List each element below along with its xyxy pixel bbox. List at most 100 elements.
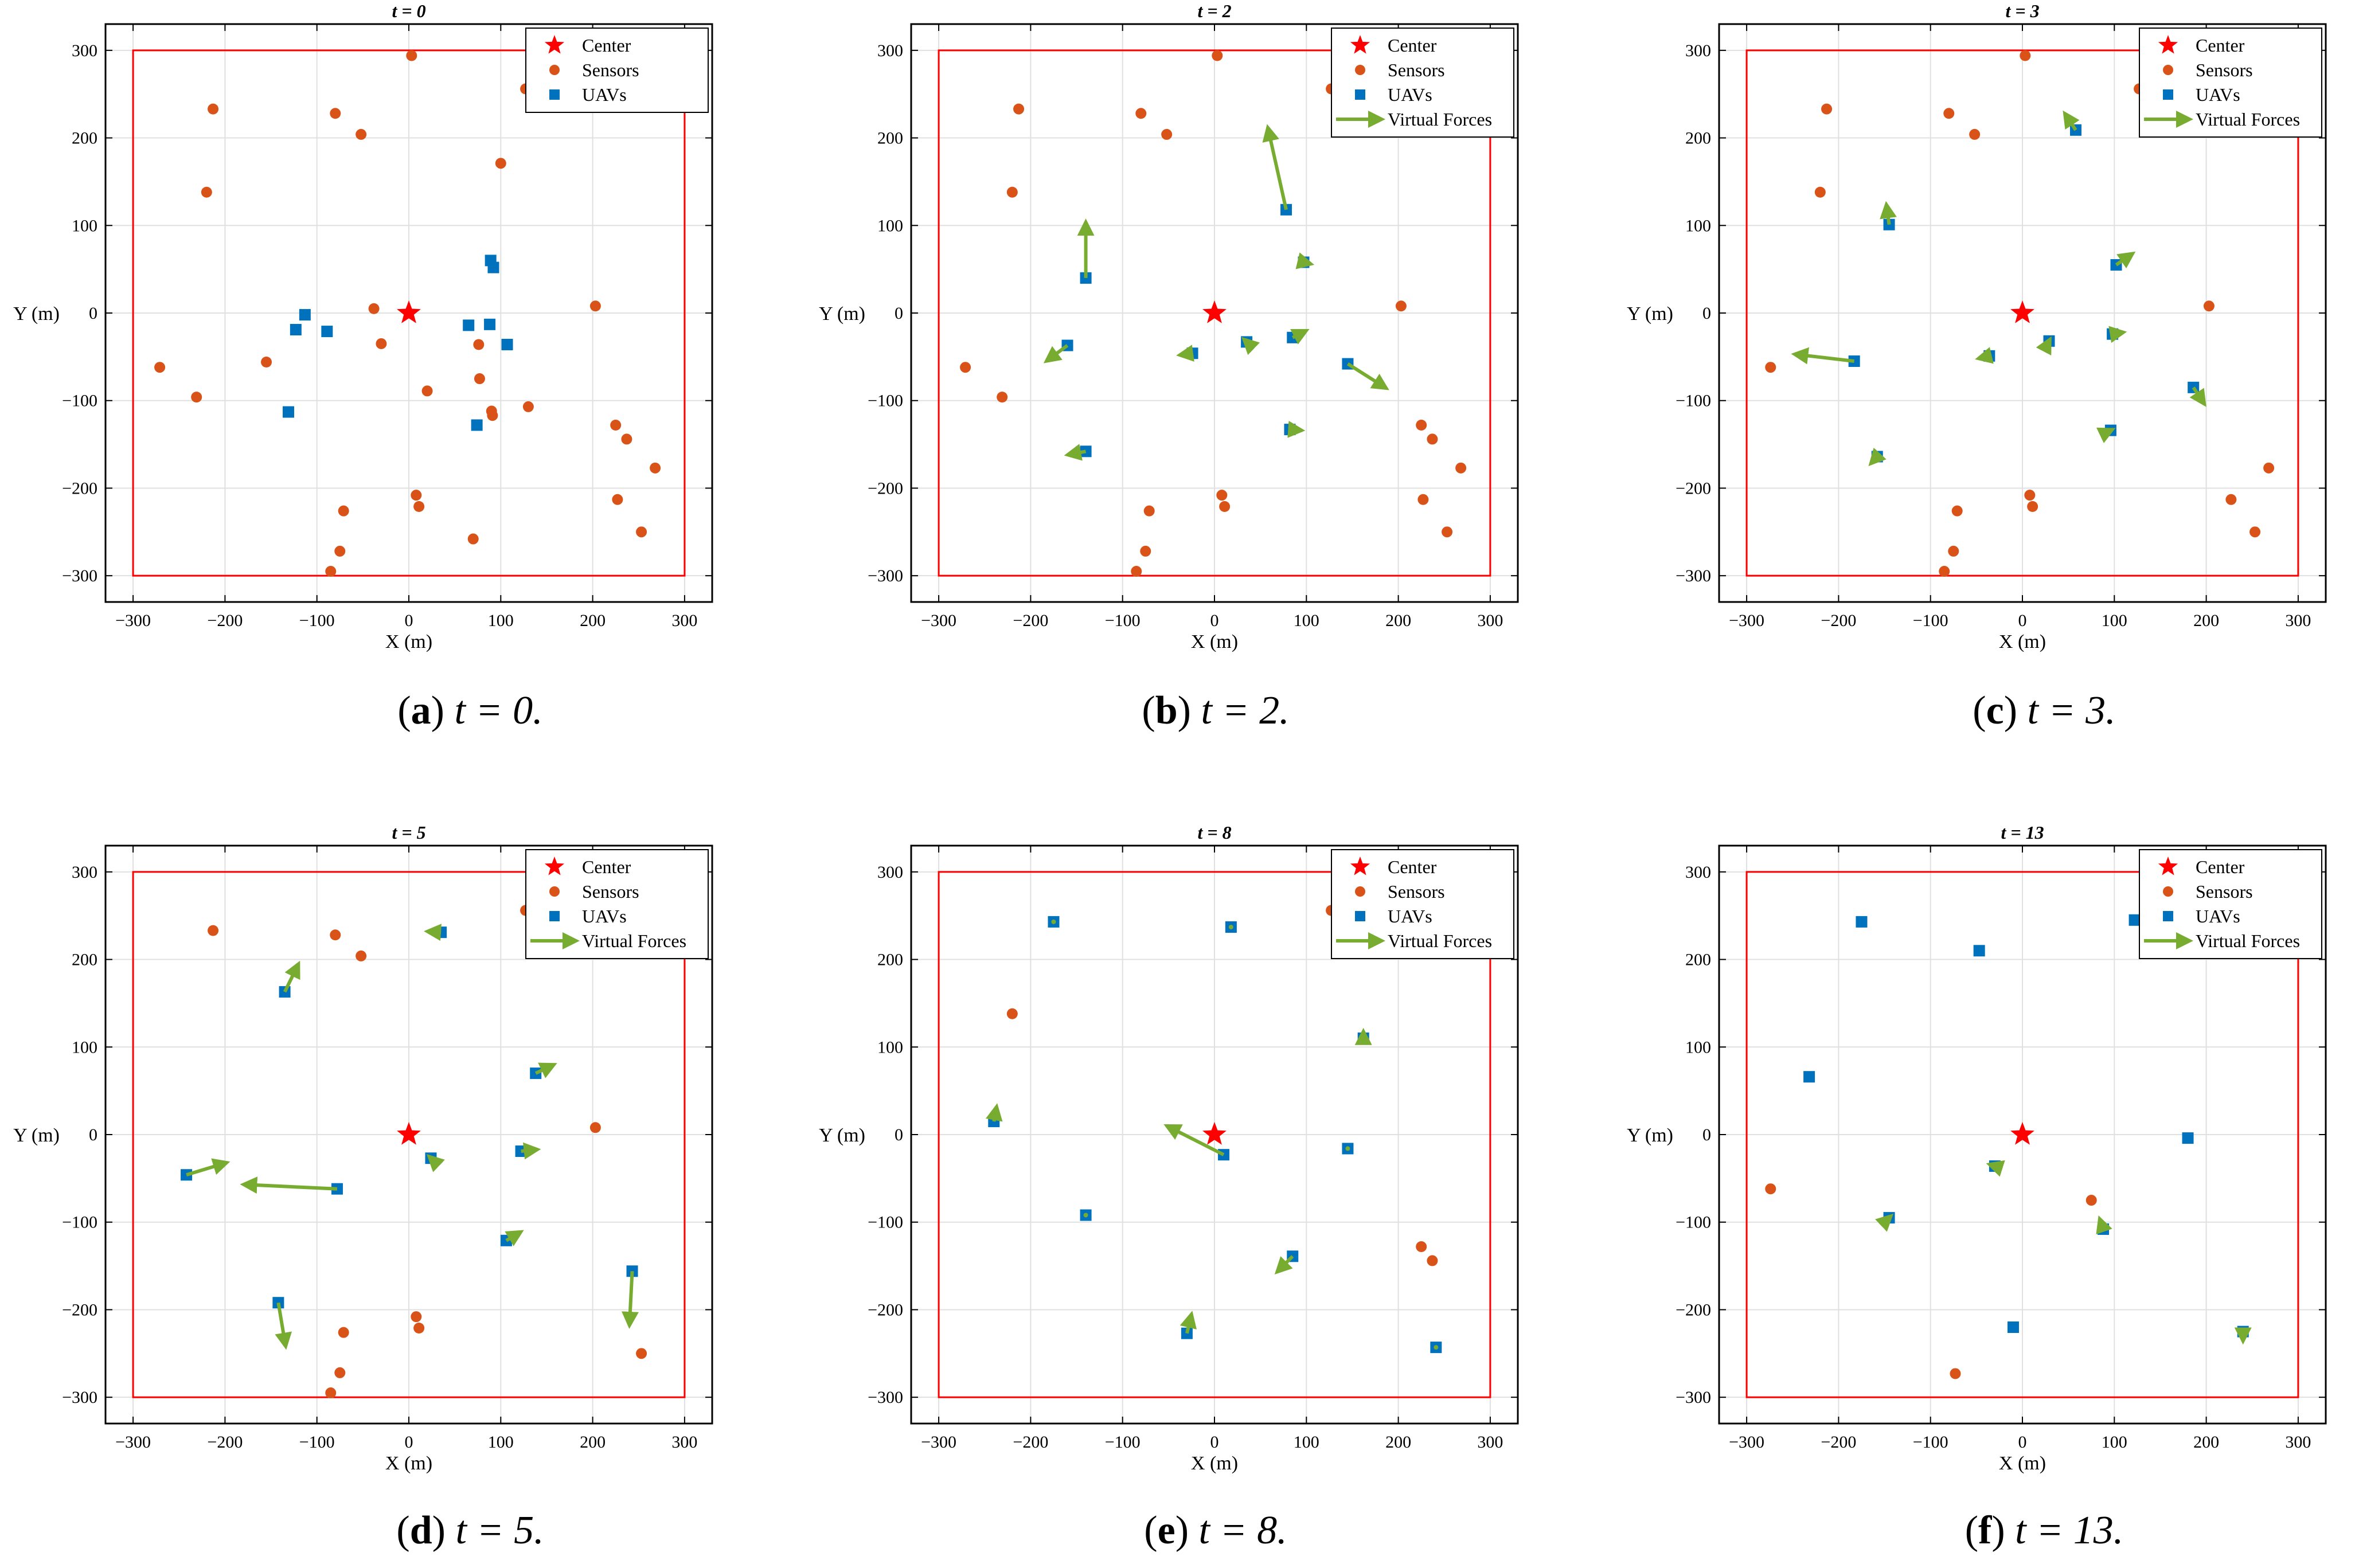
force-arrow [426,1154,445,1172]
legend-uav-icon [2163,89,2173,100]
sensor-point [960,362,971,373]
x-tick-label: 300 [2285,611,2311,630]
sensor-point [1943,108,1955,119]
sensor-point [325,566,337,577]
sensor-point [1427,1255,1438,1266]
x-tick-label: −200 [1013,611,1048,630]
sensor-point [1161,128,1173,140]
sensor-point [1939,566,1950,577]
legend-label: Sensors [582,881,639,902]
sensor-point [474,373,485,385]
sensor-point [1143,505,1155,517]
force-arrow [1345,1146,1350,1151]
chart-title: t = 3 [2005,1,2039,21]
y-tick-label: −200 [62,479,97,498]
y-tick-label: 200 [1685,951,1711,969]
sensor-point [356,128,367,140]
force-arrow [1875,1213,1894,1232]
legend: Center Sensors UAVs Virtual Forces [2139,28,2322,138]
legend-center-icon [2158,35,2178,54]
force-arrow [1346,362,1389,390]
y-tick-label: 0 [1702,1125,1711,1144]
force-arrow [1043,344,1069,363]
sensor-point [1006,186,1018,198]
boundary-rect [938,49,1491,577]
force-arrow [2189,386,2206,407]
force-arrow [283,960,300,993]
x-tick-label: 100 [488,1433,514,1452]
y-tick-label: −300 [868,566,903,585]
x-tick-label: −100 [299,611,335,630]
sensor-point [1212,50,1223,61]
legend-center-icon [544,35,565,54]
x-tick-label: 200 [1385,1433,1411,1452]
legend-label: Sensors [1388,60,1445,80]
sensor-point [1140,545,1151,557]
uav-point [321,326,333,338]
legend-label: Virtual Forces [582,930,686,951]
sensor-point [1814,186,1826,198]
chart-title: t = 0 [392,1,425,21]
y-tick-label: −300 [1676,1388,1711,1407]
x-axis-label: X (m) [1191,1453,1238,1474]
x-axis-label: X (m) [1191,631,1238,652]
sensor-point [325,1387,337,1399]
sensor-point [2020,50,2031,61]
sensor-point [368,303,380,314]
sensor-point [411,490,422,501]
uav-point [2182,1132,2194,1144]
legend-sensor-icon [2163,886,2173,897]
sensor-point [338,1327,349,1338]
y-tick-label: −300 [62,566,97,585]
force-arrow [1791,347,1854,365]
force-arrow [186,1158,231,1177]
sensor-point [1821,103,1833,115]
legend-label: Center [2196,35,2245,56]
sensor-point [376,338,387,349]
sensor-point [2085,1195,2097,1206]
y-tick-label: −300 [1676,566,1711,585]
uav-point [290,324,302,336]
sensor-point [2203,300,2215,312]
y-tick-label: −100 [62,1213,97,1232]
sensor-point [1969,128,1981,140]
sensor-point [261,357,272,368]
force-arrow [2036,336,2052,356]
sensor-point [413,501,425,513]
legend: Center Sensors UAVs Virtual Forces [1331,28,1514,138]
sensor-point [1216,490,1228,501]
force-arrow [1880,201,1897,225]
y-tick-label: −200 [868,1300,903,1319]
y-tick-label: −100 [868,1213,903,1232]
y-axis-label: Y (m) [1627,1125,1673,1146]
y-tick-label: 300 [72,41,97,60]
y-tick-label: −200 [868,479,903,498]
y-tick-label: 0 [895,1125,903,1144]
legend-sensor-icon [549,886,560,897]
legend-center-icon [1350,857,1370,875]
x-tick-label: −200 [1821,1433,1856,1452]
legend-label: Virtual Forces [1388,109,1492,130]
legend-center-icon [544,857,565,875]
sensor-point [467,533,479,545]
uav-point [487,261,499,273]
sensor-point [1950,1368,1961,1379]
sensor-point [2024,490,2036,501]
x-axis-label: X (m) [385,631,432,652]
y-tick-label: −200 [1676,479,1711,498]
chart-title: t = 13 [2001,822,2044,843]
force-arrow [275,1302,292,1350]
chart-panel-3: −300 −200 −100 0 100 200 300 −300 −200 −100 0 100 20… [1627,1,2327,652]
sensor-point [1765,1183,1776,1195]
boundary-rect [132,49,686,577]
force-arrow [1228,925,1233,930]
boundary-rect [1745,871,2299,1398]
legend-label: Virtual Forces [1388,930,1492,951]
uav-point [2007,1321,2019,1333]
legend-label: UAVs [582,84,627,105]
x-tick-label: 100 [2102,1433,2127,1452]
sensor-point [208,925,219,936]
boundary-rect [938,871,1491,1398]
legend: Center Sensors UAVs Virtual Forces [1331,849,1514,959]
